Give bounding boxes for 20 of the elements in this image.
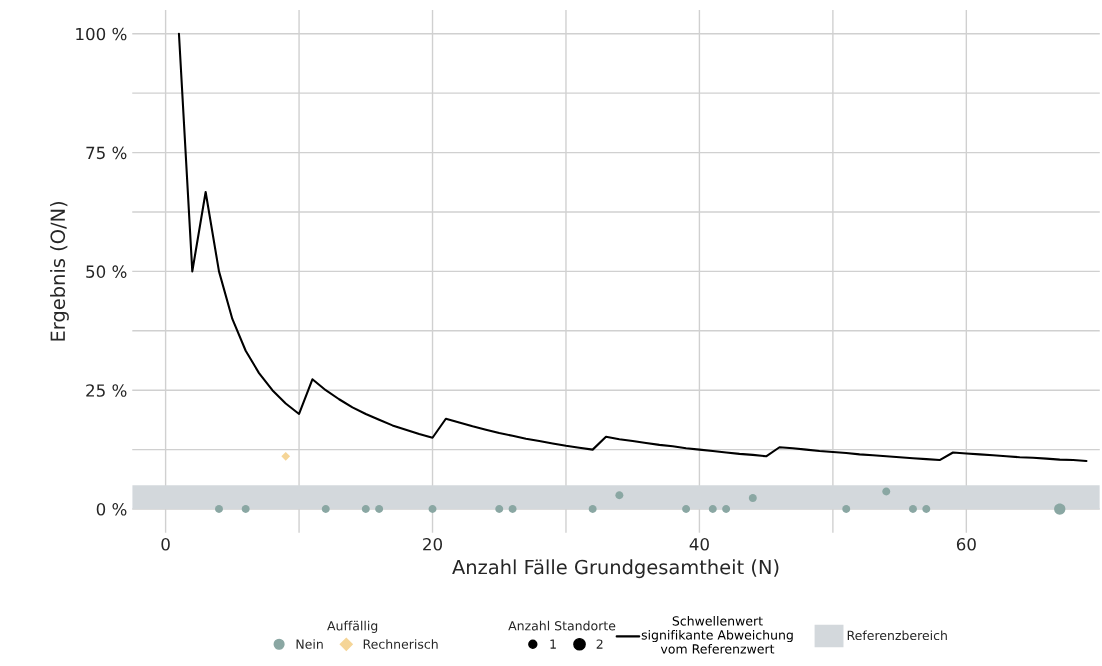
legend-label: Rechnerisch <box>363 639 438 649</box>
x-axis-title: Anzahl Fälle Grundgesamtheit (N) <box>452 559 779 579</box>
legend-label: 2 <box>596 639 603 649</box>
x-tick-label: 40 <box>689 537 709 551</box>
text: Schwellenwert signifikante Abweichung vom Referenzwert <box>641 615 793 654</box>
legend-label: Nein <box>296 639 323 649</box>
y-tick-label: 25 % <box>86 384 127 397</box>
legend-label: Referenzbereich <box>847 630 947 641</box>
x-tick-label: 0 <box>161 537 170 551</box>
y-tick-label: 75 % <box>86 146 127 160</box>
x-tick-label: 60 <box>956 537 976 551</box>
text: Anzahl Standorte <box>508 620 616 631</box>
x-tick-label: 20 <box>423 537 443 551</box>
y-tick-label: 100 % <box>76 27 127 41</box>
line-series <box>177 32 1088 463</box>
y-axis-title: Ergebnis (O/N) <box>50 201 69 341</box>
y-tick-label: 50 % <box>86 265 127 278</box>
legend-title: Auffällig <box>327 620 378 633</box>
legend-label: 1 <box>550 639 556 649</box>
y-tick-label: 0 % <box>96 503 127 516</box>
